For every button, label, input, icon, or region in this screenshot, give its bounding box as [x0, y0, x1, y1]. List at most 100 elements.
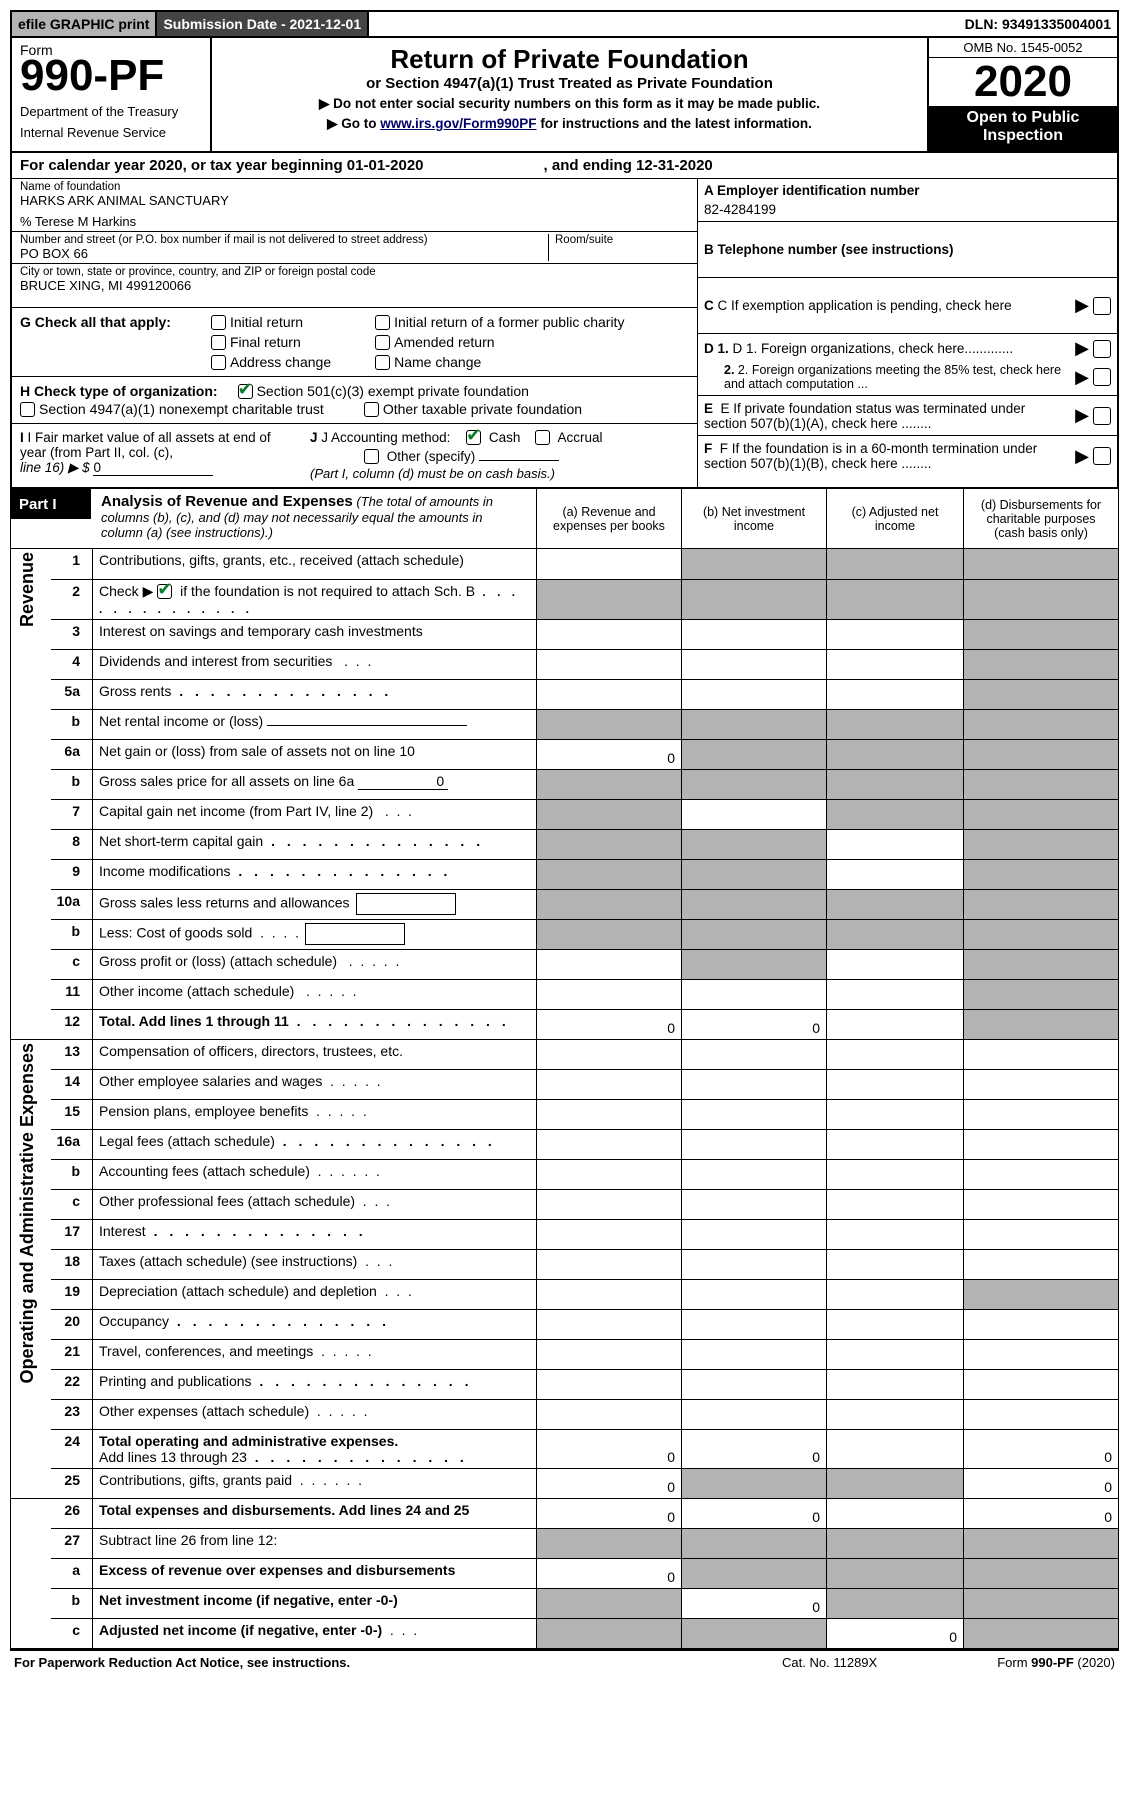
checkbox-other-method[interactable]: [364, 449, 379, 464]
col-d-header: (d) Disbursements for charitable purpose…: [963, 489, 1118, 548]
part1-table: Revenue 1 Contributions, gifts, grants, …: [10, 549, 1119, 1649]
name-label: Name of foundation: [20, 181, 689, 193]
table-row: 23Other expenses (attach schedule) . . .…: [11, 1399, 1119, 1429]
part1-title: Analysis of Revenue and Expenses (The to…: [91, 489, 536, 548]
addr-label: Number and street (or P.O. box number if…: [20, 234, 548, 246]
section-c: C C If exemption application is pending,…: [698, 278, 1117, 334]
section-i-j: I I Fair market value of all assets at e…: [12, 424, 697, 487]
care-of: % Terese M Harkins: [20, 214, 689, 229]
checkbox-e[interactable]: [1093, 407, 1111, 425]
arrow-icon: ▶: [1075, 405, 1089, 426]
table-row: bNet rental income or (loss): [11, 709, 1119, 739]
arrow-icon: ▶: [1075, 367, 1089, 388]
checkbox-final-return[interactable]: [211, 335, 226, 350]
table-row: 26Total expenses and disbursements. Add …: [11, 1498, 1119, 1528]
table-row: 11Other income (attach schedule) . . . .…: [11, 979, 1119, 1009]
table-row: cGross profit or (loss) (attach schedule…: [11, 949, 1119, 979]
table-row: 19Depreciation (attach schedule) and dep…: [11, 1279, 1119, 1309]
table-row: 22Printing and publications: [11, 1369, 1119, 1399]
cat-no: Cat. No. 11289X: [782, 1655, 877, 1670]
room-label: Room/suite: [555, 234, 689, 246]
checkbox-d1[interactable]: [1093, 340, 1111, 358]
table-row: bAccounting fees (attach schedule) . . .…: [11, 1159, 1119, 1189]
table-row: 17Interest: [11, 1219, 1119, 1249]
section-i: I I Fair market value of all assets at e…: [20, 430, 300, 476]
g-label: G Check all that apply:: [20, 314, 171, 330]
arrow-icon: ▶: [1075, 338, 1089, 359]
checkbox-address-change[interactable]: [211, 355, 226, 370]
table-row: cAdjusted net income (if negative, enter…: [11, 1618, 1119, 1648]
info-right: A Employer identification number 82-4284…: [697, 179, 1117, 487]
table-row: 25Contributions, gifts, grants paid . . …: [11, 1468, 1119, 1498]
table-row: 21Travel, conferences, and meetings . . …: [11, 1339, 1119, 1369]
header-right: OMB No. 1545-0052 2020 Open to Public In…: [927, 38, 1117, 151]
checkbox-initial-public[interactable]: [375, 315, 390, 330]
section-f: F F If the foundation is in a 60-month t…: [698, 436, 1117, 476]
table-row: bGross sales price for all assets on lin…: [11, 769, 1119, 799]
instructions-line: ▶ Go to www.irs.gov/Form990PF for instru…: [222, 116, 917, 132]
table-row: 7Capital gain net income (from Part IV, …: [11, 799, 1119, 829]
part1-header: Part I Analysis of Revenue and Expenses …: [10, 489, 1119, 549]
section-a: A Employer identification number 82-4284…: [698, 179, 1117, 222]
table-row: 20Occupancy: [11, 1309, 1119, 1339]
foundation-name: HARKS ARK ANIMAL SANCTUARY: [20, 193, 689, 208]
checkbox-cash[interactable]: [466, 430, 481, 445]
checkbox-4947a1[interactable]: [20, 402, 35, 417]
ssn-warning: ▶ Do not enter social security numbers o…: [222, 96, 917, 112]
header-left: Form 990-PF Department of the Treasury I…: [12, 38, 212, 151]
table-row: 5aGross rents: [11, 679, 1119, 709]
checkbox-accrual[interactable]: [535, 430, 550, 445]
table-row: 2 Check ▶ if the foundation is not requi…: [11, 579, 1119, 619]
checkbox-d2[interactable]: [1093, 368, 1111, 386]
checkbox-name-change[interactable]: [375, 355, 390, 370]
calendar-year-row: For calendar year 2020, or tax year begi…: [10, 153, 1119, 179]
a-label: A Employer identification number: [704, 183, 1105, 198]
col-b-header: (b) Net investment income: [681, 489, 826, 548]
checkbox-c[interactable]: [1093, 297, 1111, 315]
info-block: Name of foundation HARKS ARK ANIMAL SANC…: [10, 179, 1119, 489]
revenue-side-label: Revenue: [11, 549, 51, 1039]
section-b: B Telephone number (see instructions): [698, 222, 1117, 278]
street-address: PO BOX 66: [20, 246, 548, 261]
form-title: Return of Private Foundation: [222, 44, 917, 75]
dept-treasury: Department of the Treasury: [20, 104, 202, 119]
arrow-icon: ▶: [1075, 295, 1089, 316]
omb-number: OMB No. 1545-0052: [929, 38, 1117, 58]
table-row: 3Interest on savings and temporary cash …: [11, 619, 1119, 649]
cal-end: , and ending 12-31-2020: [544, 157, 713, 174]
info-left: Name of foundation HARKS ARK ANIMAL SANC…: [12, 179, 697, 487]
table-row: 12Total. Add lines 1 through 1100: [11, 1009, 1119, 1039]
checkbox-initial-return[interactable]: [211, 315, 226, 330]
col-c-header: (c) Adjusted net income: [826, 489, 963, 548]
section-d: D 1. D 1. Foreign organizations, check h…: [698, 334, 1117, 396]
section-e: E E If private foundation status was ter…: [698, 396, 1117, 436]
header-middle: Return of Private Foundation or Section …: [212, 38, 927, 151]
section-h: H Check type of organization: Section 50…: [12, 377, 697, 424]
fmv-value: 0: [93, 460, 213, 476]
irs-link[interactable]: www.irs.gov/Form990PF: [380, 116, 536, 131]
checkbox-f[interactable]: [1093, 447, 1111, 465]
h-label: H Check type of organization:: [20, 383, 218, 399]
b-label: B Telephone number (see instructions): [704, 242, 1111, 257]
checkbox-amended-return[interactable]: [375, 335, 390, 350]
dln-label: DLN: 93491335004001: [959, 12, 1117, 36]
table-row: 18Taxes (attach schedule) (see instructi…: [11, 1249, 1119, 1279]
table-row: bNet investment income (if negative, ent…: [11, 1588, 1119, 1618]
section-g: G Check all that apply: Initial return F…: [12, 308, 697, 377]
efile-label[interactable]: efile GRAPHIC print: [12, 12, 157, 36]
checkbox-sch-b[interactable]: [157, 584, 172, 599]
expenses-side-label: Operating and Administrative Expenses: [11, 1039, 51, 1498]
table-row: 15Pension plans, employee benefits . . .…: [11, 1099, 1119, 1129]
table-row: Operating and Administrative Expenses 13…: [11, 1039, 1119, 1069]
irs-label: Internal Revenue Service: [20, 125, 202, 140]
arrow-icon: ▶: [1075, 446, 1089, 467]
table-row: 9Income modifications: [11, 859, 1119, 889]
table-row: bLess: Cost of goods sold . . . .: [11, 919, 1119, 949]
part1-label: Part I: [11, 489, 91, 519]
col-a-header: (a) Revenue and expenses per books: [536, 489, 681, 548]
table-row: cOther professional fees (attach schedul…: [11, 1189, 1119, 1219]
checkbox-501c3[interactable]: [238, 384, 253, 399]
form-ref: Form 990-PF (2020): [997, 1655, 1115, 1670]
checkbox-other-taxable[interactable]: [364, 402, 379, 417]
form-number: 990-PF: [20, 54, 202, 98]
